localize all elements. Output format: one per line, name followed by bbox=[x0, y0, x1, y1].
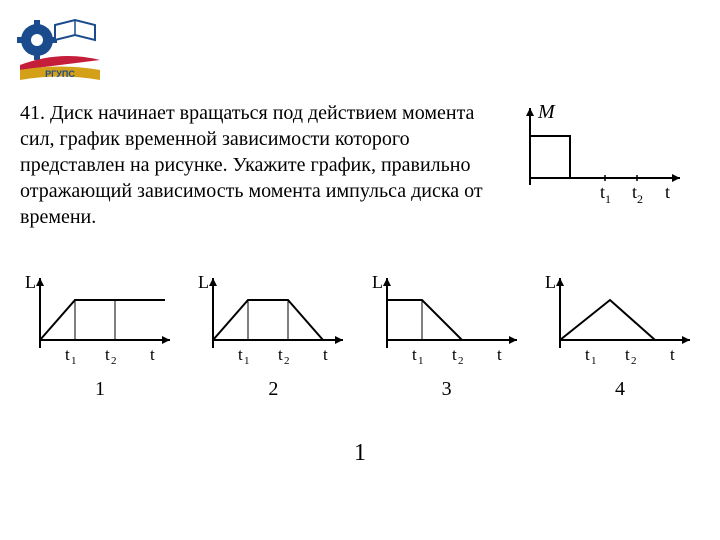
svg-text:t: t bbox=[105, 345, 110, 364]
svg-text:t: t bbox=[497, 345, 502, 364]
moment-chart: M t 1 t 2 t bbox=[510, 100, 690, 210]
svg-text:2: 2 bbox=[458, 355, 464, 367]
svg-text:1: 1 bbox=[605, 192, 611, 206]
svg-text:2: 2 bbox=[637, 192, 643, 206]
svg-text:1: 1 bbox=[418, 355, 424, 367]
svg-text:2: 2 bbox=[631, 355, 637, 367]
svg-text:t: t bbox=[150, 345, 155, 364]
option-1-number: 1 bbox=[20, 378, 180, 401]
svg-text:t: t bbox=[238, 345, 243, 364]
option-3-number: 3 bbox=[367, 378, 527, 401]
answer-display: 1 bbox=[0, 440, 720, 467]
option-4: L t1 t2 t 4 bbox=[540, 270, 700, 401]
svg-text:t: t bbox=[65, 345, 70, 364]
option-1: L t1 t2 t 1 bbox=[20, 270, 180, 401]
svg-text:L: L bbox=[198, 272, 209, 292]
option-2: L t1 t2 t 2 bbox=[193, 270, 353, 401]
institution-logo: РГУПС bbox=[15, 15, 105, 85]
svg-text:2: 2 bbox=[111, 355, 117, 367]
options-row: L t1 t2 t 1 L t1 t2 t 2 bbox=[20, 270, 700, 401]
svg-text:L: L bbox=[545, 272, 556, 292]
svg-text:t: t bbox=[323, 345, 328, 364]
svg-text:t: t bbox=[670, 345, 675, 364]
svg-text:1: 1 bbox=[71, 355, 77, 367]
svg-text:t: t bbox=[625, 345, 630, 364]
option-3: L t1 t2 t 3 bbox=[367, 270, 527, 401]
svg-text:2: 2 bbox=[284, 355, 290, 367]
svg-text:t: t bbox=[412, 345, 417, 364]
svg-text:L: L bbox=[372, 272, 383, 292]
option-2-number: 2 bbox=[193, 378, 353, 401]
option-4-number: 4 bbox=[540, 378, 700, 401]
svg-text:1: 1 bbox=[591, 355, 597, 367]
question-text: 41. Диск начинает вращаться под действие… bbox=[20, 100, 490, 230]
m-axis-label: M bbox=[537, 101, 556, 123]
svg-text:t: t bbox=[278, 345, 283, 364]
svg-text:1: 1 bbox=[244, 355, 250, 367]
svg-text:L: L bbox=[25, 272, 36, 292]
svg-text:t: t bbox=[452, 345, 457, 364]
logo-text: РГУПС bbox=[45, 69, 75, 79]
svg-text:t: t bbox=[665, 182, 670, 202]
svg-text:t: t bbox=[585, 345, 590, 364]
